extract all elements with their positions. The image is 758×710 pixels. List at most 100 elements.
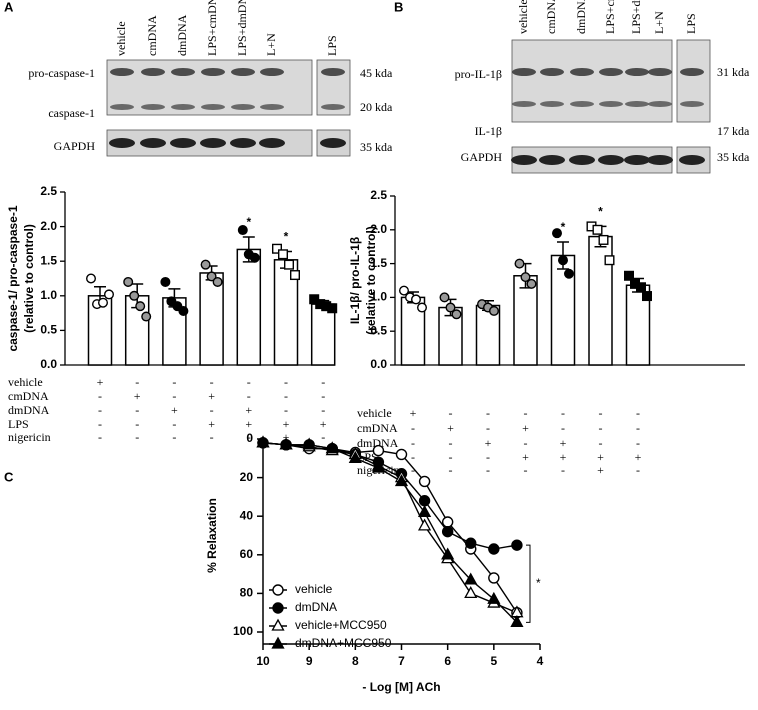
- data-point: [206, 271, 217, 282]
- bar: [236, 248, 262, 366]
- condition-label: vehicle: [8, 375, 43, 389]
- condition-label: nigericin: [8, 430, 51, 444]
- data-point: [279, 437, 293, 450]
- data-point: [526, 278, 537, 289]
- band-size: 35 kda: [360, 140, 393, 154]
- blot-band: [569, 155, 595, 165]
- data-point: [558, 255, 569, 266]
- condition-mark: -: [561, 463, 565, 477]
- condition-mark: -: [210, 403, 214, 417]
- data-point: [451, 309, 462, 320]
- condition-mark: -: [599, 406, 603, 420]
- condition-mark: -: [561, 406, 565, 420]
- condition-mark: -: [486, 463, 490, 477]
- blot-band: [598, 155, 624, 165]
- blot-band: [171, 68, 195, 76]
- blot-band: [539, 155, 565, 165]
- condition-label: cmDNA: [357, 421, 398, 435]
- blot-band: [260, 104, 284, 110]
- band-size: 31 kda: [717, 65, 750, 79]
- lane-label: L+N: [652, 11, 666, 34]
- condition-mark: -: [172, 389, 176, 403]
- x-tick-label: 8: [352, 654, 359, 668]
- blot-band: [110, 68, 134, 76]
- blot-band: [570, 101, 594, 107]
- condition-mark: -: [321, 403, 325, 417]
- condition-mark: +: [597, 463, 604, 477]
- condition-mark: -: [599, 421, 603, 435]
- condition-mark: -: [449, 463, 453, 477]
- condition-mark: +: [635, 450, 642, 464]
- significance: *: [598, 205, 603, 219]
- data-point: [439, 292, 450, 303]
- blot-band: [512, 101, 536, 107]
- legend-label: dmDNA+MCC950: [295, 636, 392, 650]
- data-point: [85, 273, 96, 284]
- data-point: [256, 435, 270, 448]
- blot-band: [625, 68, 649, 76]
- significance: *: [246, 215, 251, 229]
- data-point: [624, 270, 635, 281]
- condition-mark: -: [524, 436, 528, 450]
- blot-band: [540, 68, 564, 76]
- lane-label: LPS: [325, 35, 339, 56]
- data-point: [237, 225, 248, 236]
- data-point: [97, 297, 108, 308]
- data-point: [290, 270, 301, 281]
- lane-label: LPS+dmDNA: [629, 0, 643, 34]
- x-tick-label: 6: [444, 654, 451, 668]
- lane-label: vehicle: [114, 21, 128, 56]
- y-tick-label: 0.0: [370, 357, 387, 371]
- data-point: [327, 303, 338, 314]
- condition-mark: +: [320, 417, 327, 431]
- y-tick-label: 0.5: [370, 323, 387, 337]
- annotation: *: [536, 576, 541, 590]
- data-point: [200, 259, 211, 270]
- condition-mark: -: [486, 406, 490, 420]
- condition-mark: +: [485, 436, 492, 450]
- data-point: [395, 448, 408, 461]
- lane-label: L+N: [264, 33, 278, 56]
- condition-mark: -: [284, 403, 288, 417]
- condition-mark: +: [410, 406, 417, 420]
- condition-mark: -: [135, 417, 139, 431]
- data-point: [372, 444, 385, 457]
- condition-mark: -: [98, 403, 102, 417]
- blot-band: [680, 101, 704, 107]
- data-point: [371, 460, 386, 473]
- panel-letter: B: [394, 0, 403, 14]
- data-point: [272, 584, 284, 596]
- data-point: [552, 228, 563, 239]
- condition-mark: -: [98, 430, 102, 444]
- data-point: [514, 258, 525, 269]
- condition-mark: -: [449, 436, 453, 450]
- blot-band: [170, 138, 196, 148]
- condition-mark: +: [597, 450, 604, 464]
- y-tick-label: 1.0: [40, 288, 57, 302]
- y-tick-label: 40: [240, 508, 254, 522]
- data-point: [399, 285, 410, 296]
- blot-band: [599, 68, 623, 76]
- condition-mark: -: [636, 421, 640, 435]
- bar: [513, 275, 538, 366]
- blot-band: [648, 101, 672, 107]
- condition-mark: -: [636, 406, 640, 420]
- blot-band: [540, 101, 564, 107]
- blot-band: [260, 68, 284, 76]
- data-point: [636, 282, 647, 293]
- condition-mark: -: [210, 430, 214, 444]
- blot-band: [110, 104, 134, 110]
- panel-letter: C: [4, 469, 14, 484]
- data-point: [212, 276, 223, 287]
- condition-mark: -: [135, 375, 139, 389]
- lane-label: cmDNA: [145, 15, 159, 56]
- blot-band: [624, 155, 650, 165]
- legend-label: dmDNA: [295, 600, 337, 614]
- blot-band: [141, 68, 165, 76]
- condition-mark: -: [172, 430, 176, 444]
- y-tick-label: 60: [240, 547, 254, 561]
- condition-mark: -: [411, 450, 415, 464]
- data-point: [465, 537, 477, 549]
- data-point: [445, 302, 456, 313]
- y-tick-label: 2.0: [370, 222, 387, 236]
